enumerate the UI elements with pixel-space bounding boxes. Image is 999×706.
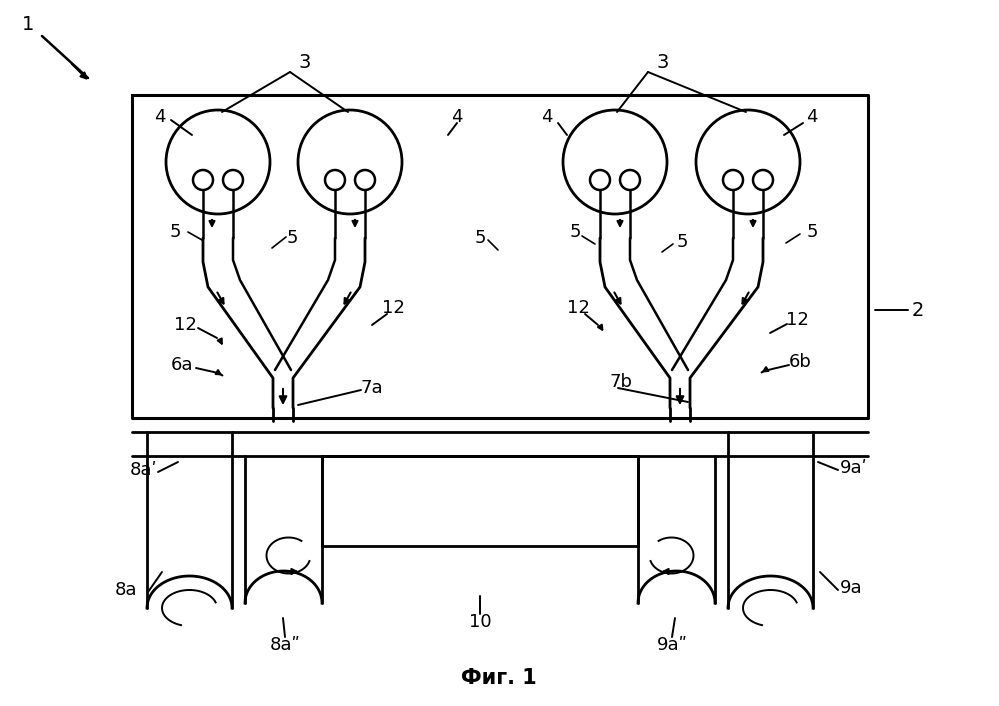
- Text: 2: 2: [912, 301, 924, 320]
- Text: 5: 5: [806, 223, 818, 241]
- Text: 5: 5: [169, 223, 181, 241]
- Text: 12: 12: [566, 299, 589, 317]
- Text: 5: 5: [569, 223, 580, 241]
- Text: 4: 4: [806, 108, 818, 126]
- Text: 9aʹ: 9aʹ: [840, 459, 867, 477]
- Text: 12: 12: [174, 316, 197, 334]
- Text: 12: 12: [382, 299, 405, 317]
- Text: 7b: 7b: [609, 373, 632, 391]
- Text: 1: 1: [22, 16, 34, 35]
- Text: 12: 12: [785, 311, 808, 329]
- Text: Фиг. 1: Фиг. 1: [462, 668, 536, 688]
- Text: 4: 4: [452, 108, 463, 126]
- Text: 7a: 7a: [361, 379, 384, 397]
- Text: 10: 10: [469, 613, 492, 631]
- Text: 8aʹ: 8aʹ: [130, 461, 158, 479]
- Text: 9aʺ: 9aʺ: [656, 636, 687, 654]
- Text: 6b: 6b: [788, 353, 811, 371]
- Text: 6a: 6a: [171, 356, 193, 374]
- Text: 5: 5: [475, 229, 486, 247]
- Text: 8a: 8a: [115, 581, 138, 599]
- Text: 5: 5: [287, 229, 298, 247]
- Text: 9a: 9a: [840, 579, 862, 597]
- Text: 4: 4: [541, 108, 552, 126]
- Text: 4: 4: [154, 108, 166, 126]
- Text: 8aʺ: 8aʺ: [270, 636, 301, 654]
- Text: 3: 3: [299, 52, 311, 71]
- Text: 3: 3: [656, 52, 669, 71]
- Text: 5: 5: [676, 233, 687, 251]
